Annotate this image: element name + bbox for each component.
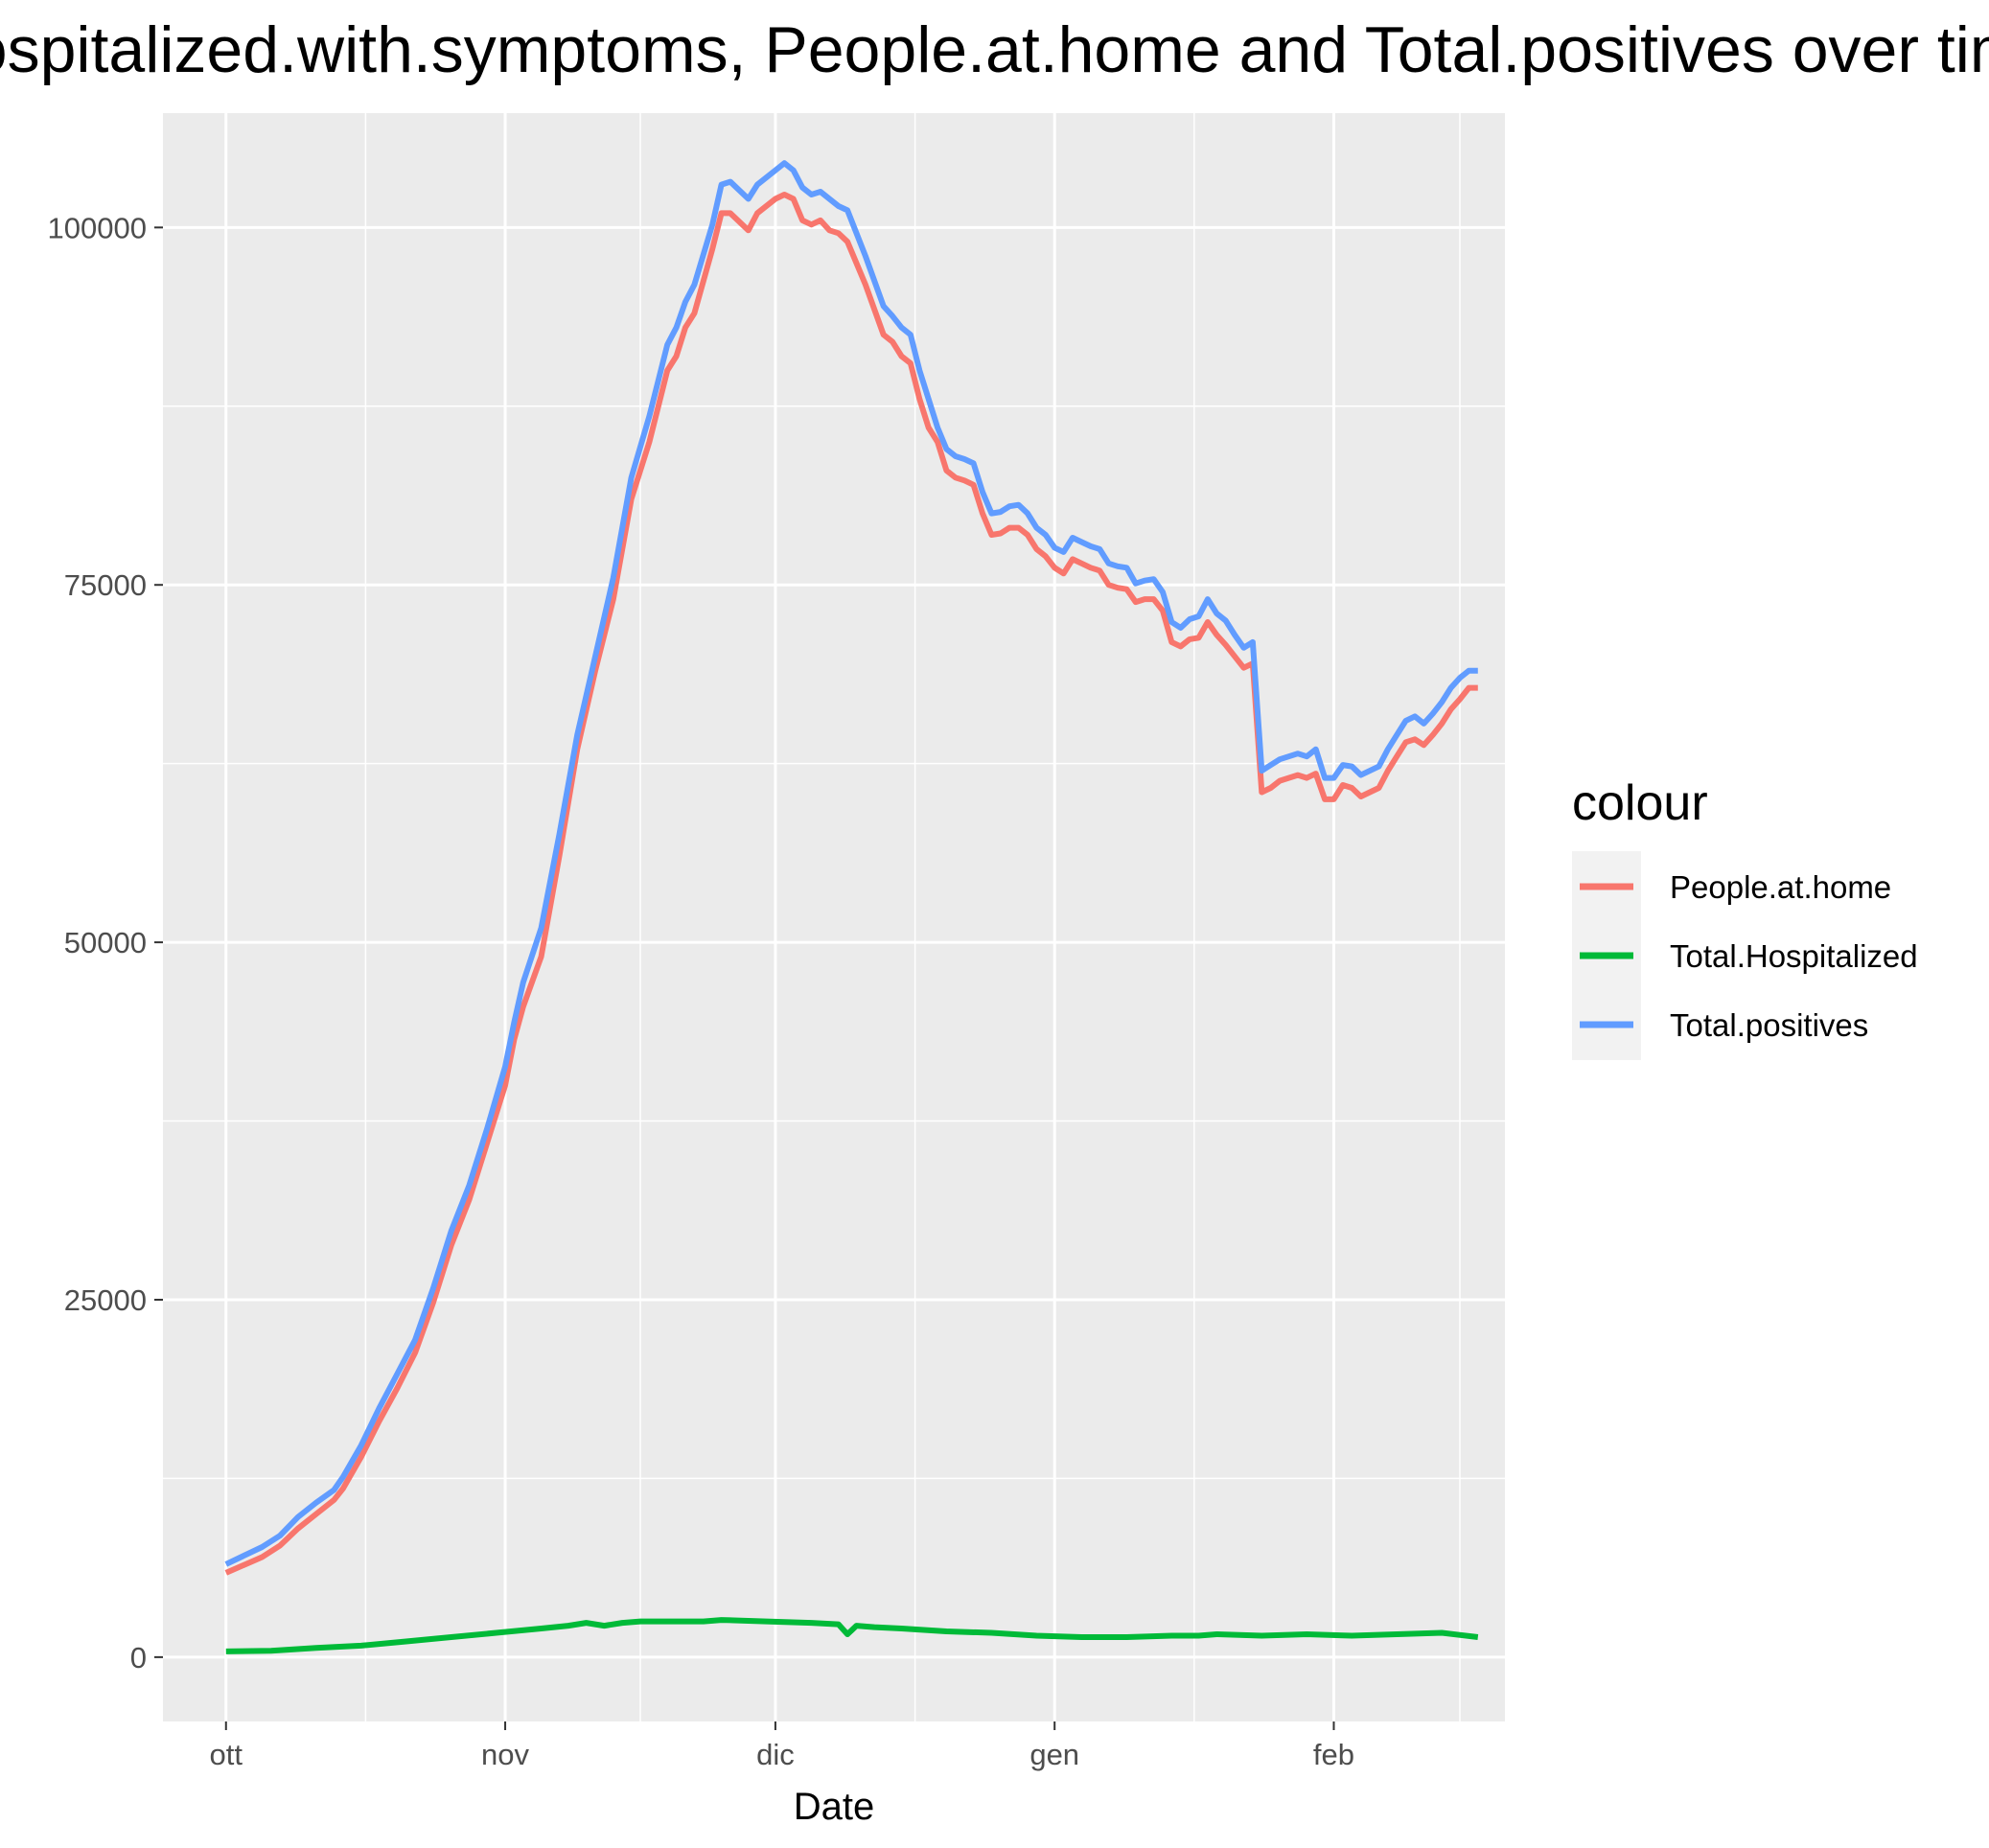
gridlines [163, 113, 1505, 1721]
series-line-total-positives [224, 160, 1478, 1567]
plot-panel [163, 113, 1505, 1721]
y-tick-label: 100000 [48, 211, 147, 244]
legend-items: People.at.home Total.Hospitalized Total.po… [1580, 869, 1918, 1043]
x-tick-label: ott [210, 1738, 243, 1771]
legend: colour People.at.home Total.Hospitalized T… [1572, 775, 1918, 1060]
legend-label: Total.Hospitalized [1670, 938, 1918, 974]
x-tick-label: nov [481, 1738, 529, 1771]
y-axis: 0 25000 50000 75000 100000 [48, 211, 163, 1675]
legend-label: People.at.home [1670, 869, 1891, 905]
x-axis-title: Date [794, 1786, 875, 1828]
x-axis: ott nov dic gen feb [210, 1721, 1354, 1771]
y-tick-label: 0 [130, 1641, 147, 1675]
x-tick-label: feb [1313, 1738, 1354, 1771]
x-tick-label: dic [756, 1738, 795, 1771]
chart-title: Hospitalized.with.symptoms, People.at.ho… [0, 13, 1989, 86]
y-tick-label: 50000 [64, 926, 147, 959]
x-tick-label: gen [1029, 1738, 1079, 1771]
series-line-people-at-home [224, 192, 1478, 1576]
series-lines [224, 160, 1479, 1654]
legend-label: Total.positives [1670, 1007, 1868, 1043]
y-tick-label: 25000 [64, 1283, 147, 1317]
y-tick-label: 75000 [64, 568, 147, 602]
legend-title: colour [1572, 775, 1708, 831]
series-line-total-hospitalized [225, 1617, 1479, 1654]
